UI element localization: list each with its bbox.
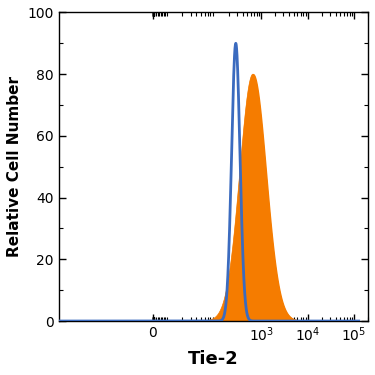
Y-axis label: Relative Cell Number: Relative Cell Number — [7, 76, 22, 257]
X-axis label: Tie-2: Tie-2 — [188, 350, 239, 368]
